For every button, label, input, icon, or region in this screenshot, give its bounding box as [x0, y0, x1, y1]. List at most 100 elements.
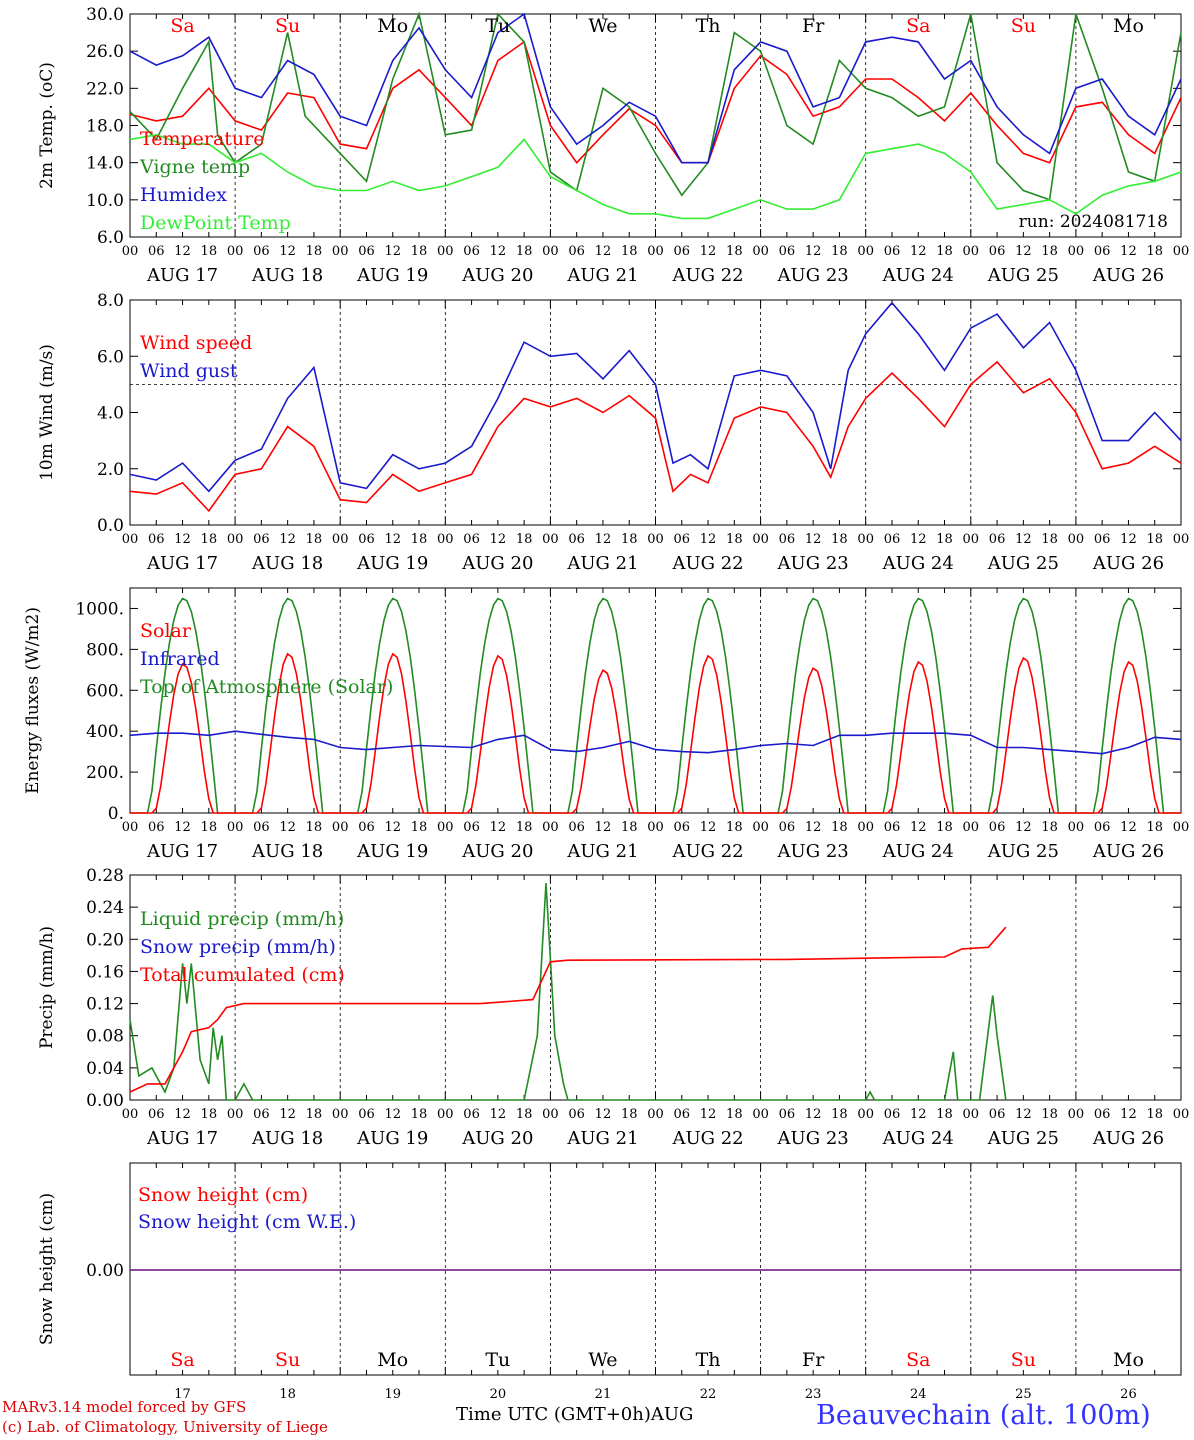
hour-tick-label: 06 — [884, 1107, 901, 1122]
hour-tick-label: 06 — [568, 1107, 585, 1122]
hour-tick-label: 12 — [700, 244, 717, 259]
hour-tick-label: 12 — [1120, 244, 1137, 259]
hour-tick-label: 12 — [1120, 532, 1137, 547]
x-axis-label: Time UTC (GMT+0h) — [456, 1404, 651, 1425]
day-abbrev-top: Mo — [1113, 15, 1144, 37]
series-infrared — [129, 730, 1182, 755]
legend-entry: Total cumulated (cm) — [140, 964, 345, 986]
legend-entry: Liquid precip (mm/h) — [140, 908, 344, 930]
hour-tick-label: 12 — [384, 820, 401, 835]
date-label: AUG 21 — [566, 1128, 638, 1149]
day-abbrev-bottom: Su — [1011, 1349, 1036, 1371]
day-number: 22 — [700, 1387, 717, 1402]
hour-tick-label: 06 — [148, 1107, 165, 1122]
hour-tick-label: 12 — [910, 1107, 927, 1122]
date-label: AUG 19 — [356, 265, 428, 286]
panel-3-frame — [129, 587, 1182, 814]
hour-tick-label: 12 — [279, 1107, 296, 1122]
date-label: AUG 23 — [777, 553, 849, 574]
hour-tick-label: 00 — [1068, 820, 1085, 835]
hour-tick-label: 18 — [516, 1107, 533, 1122]
date-label: AUG 17 — [146, 841, 218, 862]
hour-tick-label: 00 — [332, 532, 349, 547]
hour-tick-label: 18 — [936, 820, 953, 835]
date-label: AUG 22 — [671, 265, 743, 286]
hour-tick-label: 06 — [779, 820, 796, 835]
legend-entry: Snow precip (mm/h) — [140, 936, 336, 958]
day-abbrev-top: Su — [275, 15, 300, 37]
hour-tick-label: 18 — [1146, 532, 1163, 547]
hour-tick-label: 00 — [963, 244, 980, 259]
footer-model: MARv3.14 model forced by GFS — [2, 1398, 247, 1416]
day-abbrev-top: Mo — [377, 15, 408, 37]
date-label: AUG 24 — [882, 1128, 954, 1149]
y-axis-label: 10m Wind (m/s) — [37, 344, 57, 481]
day-number: 25 — [1015, 1387, 1032, 1402]
hour-tick-label: 00 — [647, 532, 664, 547]
day-abbrev-bottom: Mo — [377, 1349, 408, 1371]
day-abbrev-bottom: Su — [275, 1349, 300, 1371]
legend-entry: Temperature — [140, 128, 264, 150]
hour-tick-label: 18 — [201, 532, 218, 547]
y-tick-label: 0.08 — [86, 1027, 124, 1047]
day-abbrev-top: We — [588, 15, 617, 37]
y-tick-label: 14.0 — [86, 154, 124, 174]
day-number: 18 — [279, 1387, 296, 1402]
hour-tick-label: 06 — [358, 1107, 375, 1122]
y-axis-label: 2m Temp. (oC) — [37, 62, 57, 189]
hour-tick-label: 06 — [989, 820, 1006, 835]
hour-tick-label: 18 — [1146, 820, 1163, 835]
hour-tick-label: 18 — [1041, 1107, 1058, 1122]
x-axis-title: Time UTC (GMT+0h)AUG — [456, 1404, 693, 1425]
panel-2-frame — [129, 299, 1182, 526]
hour-tick-label: 18 — [1041, 244, 1058, 259]
hour-tick-label: 12 — [910, 820, 927, 835]
hour-tick-label: 06 — [674, 532, 691, 547]
hour-tick-label: 00 — [122, 820, 139, 835]
hour-tick-label: 18 — [201, 820, 218, 835]
hour-tick-label: 00 — [752, 532, 769, 547]
hour-tick-label: 00 — [752, 820, 769, 835]
y-tick-label: 6.0 — [97, 347, 124, 367]
hour-tick-label: 18 — [1041, 532, 1058, 547]
legend-entry: Vigne temp — [139, 156, 250, 178]
hour-tick-label: 06 — [358, 532, 375, 547]
hour-tick-label: 06 — [358, 820, 375, 835]
hour-tick-label: 00 — [542, 1107, 559, 1122]
hour-tick-label: 06 — [568, 532, 585, 547]
footer-copyright: (c) Lab. of Climatology, University of L… — [2, 1418, 328, 1436]
hour-tick-label: 00 — [227, 820, 244, 835]
hour-tick-label: 00 — [1068, 244, 1085, 259]
day-number: 24 — [910, 1387, 927, 1402]
day-abbrev-bottom: Tu — [485, 1349, 510, 1371]
hour-tick-label: 00 — [542, 820, 559, 835]
hour-tick-label: 12 — [805, 532, 822, 547]
day-abbrev-top: Th — [696, 15, 721, 37]
hour-tick-label: 06 — [779, 1107, 796, 1122]
hour-tick-label: 06 — [463, 1107, 480, 1122]
date-label: AUG 23 — [777, 841, 849, 862]
day-number: 17 — [174, 1387, 191, 1402]
hour-tick-label: 06 — [1094, 1107, 1111, 1122]
hour-tick-label: 00 — [857, 532, 874, 547]
hour-tick-label: 18 — [936, 244, 953, 259]
y-tick-label: 0.24 — [86, 898, 124, 918]
hour-tick-label: 00 — [647, 244, 664, 259]
hour-tick-label: 00 — [857, 244, 874, 259]
y-tick-label: 6.0 — [97, 228, 124, 248]
run-label: run: 2024081718 — [1019, 212, 1168, 232]
hour-tick-label: 18 — [306, 532, 323, 547]
hour-tick-label: 06 — [253, 244, 270, 259]
hour-tick-label: 12 — [279, 244, 296, 259]
legend-entry: Infrared — [140, 648, 220, 670]
y-tick-label: 0.04 — [86, 1059, 124, 1079]
hour-tick-label: 18 — [201, 244, 218, 259]
hour-tick-label: 12 — [1120, 820, 1137, 835]
hour-tick-label: 18 — [306, 820, 323, 835]
date-label: AUG 21 — [566, 265, 638, 286]
hour-tick-label: 00 — [122, 532, 139, 547]
day-abbrev-bottom: Sa — [170, 1349, 194, 1371]
hour-tick-label: 12 — [1120, 1107, 1137, 1122]
hour-tick-label: 00 — [857, 1107, 874, 1122]
hour-tick-label: 00 — [963, 532, 980, 547]
